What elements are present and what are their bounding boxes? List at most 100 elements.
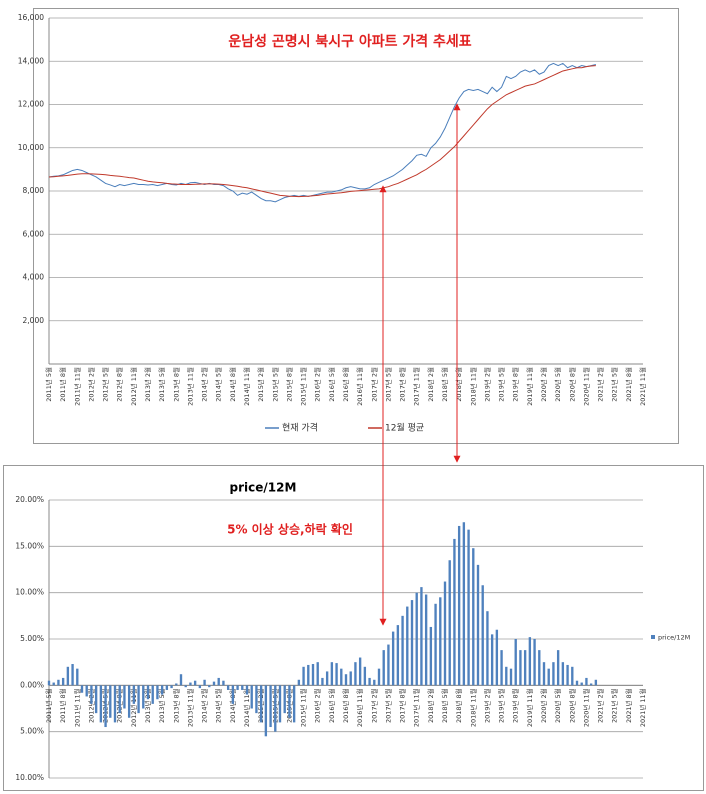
bar xyxy=(382,650,385,686)
x-tick-label: 2020년 5월 xyxy=(553,367,562,402)
x-tick-label: 2011년 8월 xyxy=(58,367,67,402)
x-tick-label: 2021년 11월 xyxy=(638,688,647,727)
bar xyxy=(142,685,145,709)
bar xyxy=(377,668,381,686)
bar xyxy=(118,685,121,714)
line-chart: 2,000 4,000 6,000 8,000 10,000 12,000 14,000 16… xyxy=(18,13,647,434)
bar xyxy=(481,585,484,686)
bar xyxy=(349,671,352,686)
y-tick-label: 16,000 xyxy=(18,13,44,22)
x-tick-label: 2021년 5월 xyxy=(610,367,619,402)
bar xyxy=(344,674,348,686)
x-tick-label: 2020년 5월 xyxy=(553,688,562,723)
legend-label: price/12M xyxy=(658,634,690,642)
bar xyxy=(151,685,154,704)
annotation: 5% 이상 상승,하락 확인 xyxy=(227,522,353,537)
x-tick-label: 2017년 2월 xyxy=(369,367,378,402)
bar xyxy=(264,685,268,737)
bar xyxy=(325,671,329,686)
bar xyxy=(542,662,546,686)
bar xyxy=(222,680,225,686)
x-tick-label: 2011년 11월 xyxy=(72,688,81,727)
y-tick-label: 6,000 xyxy=(23,229,45,238)
bar xyxy=(99,685,103,723)
bar xyxy=(476,564,480,686)
x-tick-label: 2014년 5월 xyxy=(214,367,223,402)
bar xyxy=(132,685,136,704)
x-tick-label: 2019년 11월 xyxy=(525,367,534,406)
bar xyxy=(571,666,574,686)
x-tick-label: 2020년 2월 xyxy=(539,367,548,402)
bar xyxy=(302,666,305,686)
bar xyxy=(90,685,93,704)
x-tick-label: 2015년 2월 xyxy=(256,367,265,402)
chart-frame xyxy=(33,8,679,444)
y-tick-label: 5.00% xyxy=(20,727,44,736)
x-tick-label: 2017년 11월 xyxy=(412,367,421,406)
legend-label: 12월 평균 xyxy=(385,422,424,434)
bar xyxy=(274,685,277,732)
y-tick-label: 12,000 xyxy=(18,100,44,109)
bar xyxy=(556,650,560,686)
x-tick-label: 2018년 11월 xyxy=(468,688,477,727)
x-tick-label: 2013년 8월 xyxy=(171,688,180,723)
bar xyxy=(391,631,395,686)
bar xyxy=(538,650,541,686)
bar xyxy=(453,538,456,686)
x-tick-label: 2014년 8월 xyxy=(228,367,237,402)
bar xyxy=(85,685,88,697)
bar xyxy=(448,560,451,686)
bar xyxy=(259,685,263,723)
bar xyxy=(358,657,362,686)
bar xyxy=(533,639,536,686)
x-tick-label: 2014년 5월 xyxy=(214,688,223,723)
x-tick-label: 2013년 5월 xyxy=(157,688,166,723)
bar xyxy=(80,685,84,693)
x-tick-label: 2017년 8월 xyxy=(398,367,407,402)
bar xyxy=(288,685,291,718)
x-tick-label: 2016년 11월 xyxy=(355,688,364,727)
x-tick-label: 2012년 11월 xyxy=(129,688,138,727)
bar xyxy=(552,662,555,686)
chart-title: 운남성 곤명시 북시구 아파트 가격 추세표 xyxy=(228,33,471,50)
x-tick-label: 2019년 5월 xyxy=(497,367,506,402)
x-tick-label: 2013년 5월 xyxy=(157,367,166,402)
chart-frame xyxy=(3,465,704,791)
x-tick-label: 2014년 2월 xyxy=(200,688,209,723)
bar xyxy=(217,677,220,686)
x-tick-label: 2016년 8월 xyxy=(341,367,350,402)
x-tick-label: 2015년 5월 xyxy=(270,367,279,402)
bar xyxy=(589,683,593,686)
line-series xyxy=(48,62,596,203)
bar xyxy=(424,594,428,686)
y-tick-label: 0.00% xyxy=(20,680,44,689)
x-tick-label: 2011년 11월 xyxy=(72,367,81,406)
x-tick-label: 2015년 8월 xyxy=(284,367,293,402)
bar xyxy=(457,525,461,686)
x-tick-label: 2012년 11월 xyxy=(129,367,138,406)
bar xyxy=(528,637,532,686)
x-tick-label: 2016년 11월 xyxy=(355,367,364,406)
x-tick-label: 2019년 5월 xyxy=(497,688,506,723)
bar xyxy=(283,685,286,714)
bar xyxy=(189,682,192,686)
x-tick-label: 2013년 2월 xyxy=(143,367,152,402)
bar xyxy=(472,548,475,686)
bar xyxy=(321,677,324,686)
bar xyxy=(212,681,216,686)
bar xyxy=(76,668,79,686)
x-tick-label: 2020년 2월 xyxy=(539,688,548,723)
x-tick-label: 2011년 5월 xyxy=(44,367,53,402)
bar xyxy=(439,597,442,686)
bar xyxy=(462,522,466,686)
x-tick-label: 2017년 5월 xyxy=(383,688,392,723)
bar xyxy=(561,662,565,686)
x-tick-label: 2014년 11월 xyxy=(242,367,251,406)
bar xyxy=(57,679,60,686)
bar xyxy=(434,603,437,686)
bar xyxy=(160,685,164,695)
y-tick-label: 20.00% xyxy=(15,495,44,504)
bar xyxy=(71,664,74,686)
bar xyxy=(585,677,588,686)
